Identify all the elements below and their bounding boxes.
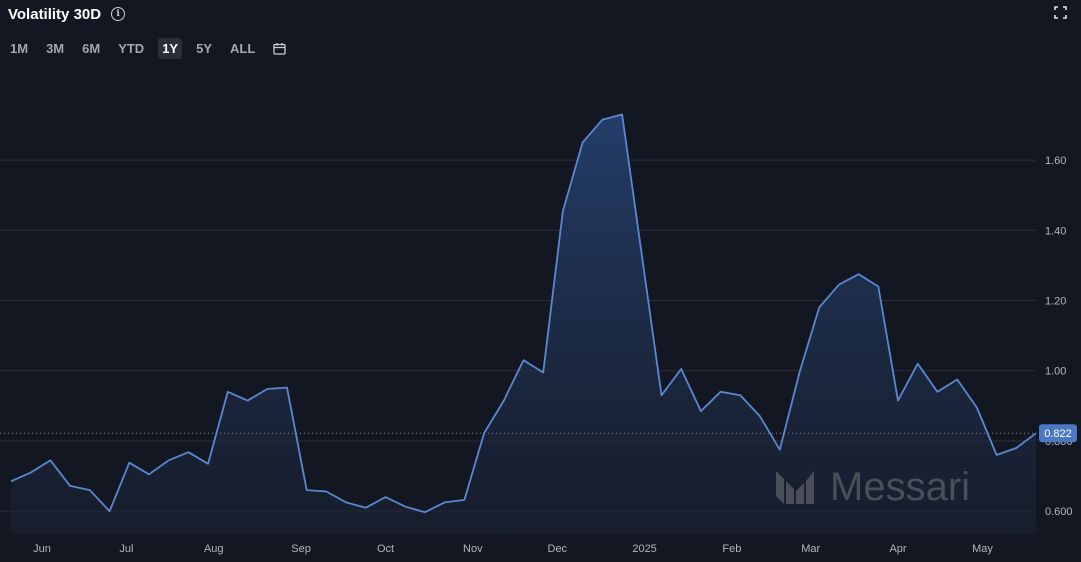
area-fill — [11, 114, 1036, 535]
title-row: Volatility 30D i — [8, 4, 126, 24]
chart-title: Volatility 30D — [8, 5, 102, 23]
x-tick-label: Mar — [801, 543, 820, 555]
last-value-label: 0.822 — [1044, 428, 1072, 440]
y-tick-label: 1.60 — [1045, 155, 1066, 167]
y-axis: 0.6000.8001.001.201.401.60 — [1045, 155, 1073, 518]
x-tick-label: Feb — [722, 543, 741, 555]
watermark-text: Messari — [830, 465, 970, 509]
series-line — [10, 113, 1037, 514]
x-tick-label: Jul — [119, 543, 133, 555]
y-tick-label: 1.40 — [1045, 225, 1066, 237]
x-tick-label: 2025 — [632, 543, 656, 555]
area-series — [11, 114, 1036, 535]
messari-logo-icon — [776, 471, 814, 504]
range-button-1m[interactable]: 1M — [10, 41, 29, 56]
range-button-1y[interactable]: 1Y — [158, 38, 183, 59]
x-tick-label: Aug — [204, 543, 224, 555]
range-button-ytd[interactable]: YTD — [118, 41, 145, 56]
x-tick-label: Jun — [33, 543, 51, 555]
range-button-5y[interactable]: 5Y — [196, 41, 212, 56]
range-selector: 1M 3M 6M YTD 1Y 5Y ALL — [6, 38, 286, 59]
range-button-all[interactable]: ALL — [230, 41, 256, 56]
calendar-icon[interactable] — [273, 42, 286, 55]
x-tick-label: Apr — [889, 543, 906, 555]
range-button-6m[interactable]: 6M — [82, 41, 101, 56]
range-button-3m[interactable]: 3M — [46, 41, 65, 56]
fullscreen-icon[interactable] — [1054, 6, 1067, 19]
watermark: Messari — [776, 465, 970, 509]
y-tick-label: 1.00 — [1045, 366, 1066, 378]
y-tick-label: 0.600 — [1045, 506, 1073, 518]
x-axis: Jun Jul Aug Sep Oct Nov Dec 2025 Feb Mar Apr May — [33, 543, 993, 555]
x-tick-label: May — [972, 543, 993, 555]
line-series — [10, 113, 1037, 514]
x-tick-label: Nov — [463, 543, 483, 555]
last-value-badge — [1039, 424, 1077, 443]
x-tick-label: Dec — [548, 543, 568, 555]
x-tick-label: Sep — [291, 543, 311, 555]
y-tick-label: 1.20 — [1045, 296, 1066, 308]
last-value-marker: 0.822 — [0, 424, 1077, 443]
x-tick-label: Oct — [377, 543, 394, 555]
info-icon[interactable]: i — [111, 7, 126, 21]
